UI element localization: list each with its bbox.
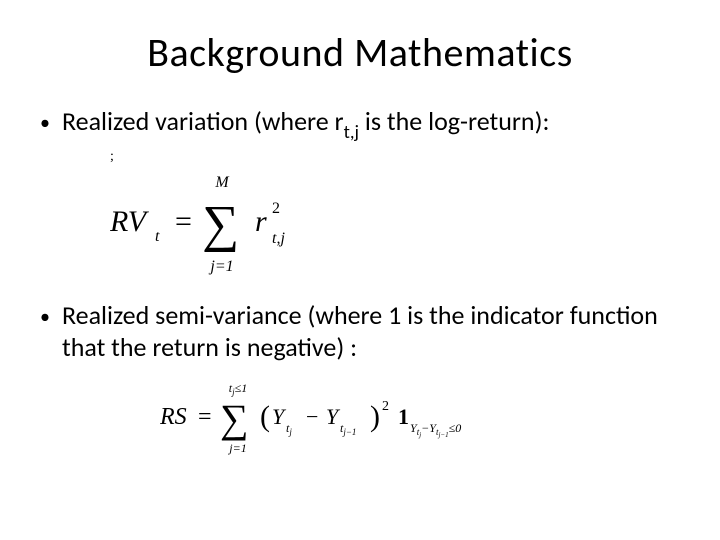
rs-upper: tj≤1 <box>229 381 247 397</box>
rs-sup: 2 <box>382 399 389 414</box>
rs-Yb: Y <box>326 404 341 429</box>
slide-title: Background Mathematics <box>40 28 680 77</box>
bullet-2-pre: Realized semi-variance (where 1 is the i… <box>62 299 658 364</box>
rv-term-sup: 2 <box>272 200 280 217</box>
rs-minus: − <box>306 404 318 429</box>
slide: Background Mathematics • Realized variat… <box>0 0 720 540</box>
bullet-1-sub: t,j <box>344 121 359 144</box>
rs-Yb-sub: tj−1 <box>340 421 356 437</box>
rv-term-base: r <box>255 205 267 238</box>
sigma-icon: ∑ <box>202 196 239 253</box>
bullet-dot-icon: • <box>40 105 62 136</box>
rs-equals: = <box>198 404 212 430</box>
bullet-2-text: Realized semi-variance (where 1 is the i… <box>62 299 680 364</box>
bullet-1-post: is the log-return): <box>359 105 549 137</box>
bullet-1-text: Realized variation (where rt,j is the lo… <box>62 105 680 143</box>
bullet-2: • Realized semi-variance (where 1 is the… <box>40 299 680 364</box>
rv-lhs: RV <box>110 205 150 238</box>
rv-lhs-sub: t <box>155 228 160 245</box>
stray-semicolon: ; <box>110 149 680 165</box>
rs-ind-sub: Ytj−Ytj−1≤0 <box>410 421 461 439</box>
formula-rv: RV t = M ∑ j=1 r 2 t,j <box>110 169 680 279</box>
rs-lhs: RS <box>160 404 187 430</box>
bullet-1-pre: Realized variation (where r <box>62 105 344 137</box>
rv-upper: M <box>214 174 230 191</box>
rv-equals: = <box>175 205 192 238</box>
bullet-dot-icon: • <box>40 299 62 330</box>
formula-rs: RS = tj≤1 ∑ j=1 ( Y tj − Y tj−1 ) 2 1 Yt… <box>160 378 680 458</box>
rs-lower: j=1 <box>227 441 246 455</box>
rparen-icon: ) <box>370 400 380 433</box>
rs-indicator: 1 <box>398 404 409 429</box>
rv-lower: j=1 <box>208 258 233 275</box>
formula-rv-svg: RV t = M ∑ j=1 r 2 t,j <box>110 169 330 279</box>
rv-term-sub: t,j <box>272 230 285 247</box>
formula-rs-svg: RS = tj≤1 ∑ j=1 ( Y tj − Y tj−1 ) 2 1 Yt… <box>160 378 560 458</box>
lparen-icon: ( <box>260 400 270 433</box>
sigma-icon: ∑ <box>220 396 249 441</box>
rs-Ya: Y <box>272 404 287 429</box>
bullet-1: • Realized variation (where rt,j is the … <box>40 105 680 143</box>
rs-Ya-sub: tj <box>286 421 292 437</box>
